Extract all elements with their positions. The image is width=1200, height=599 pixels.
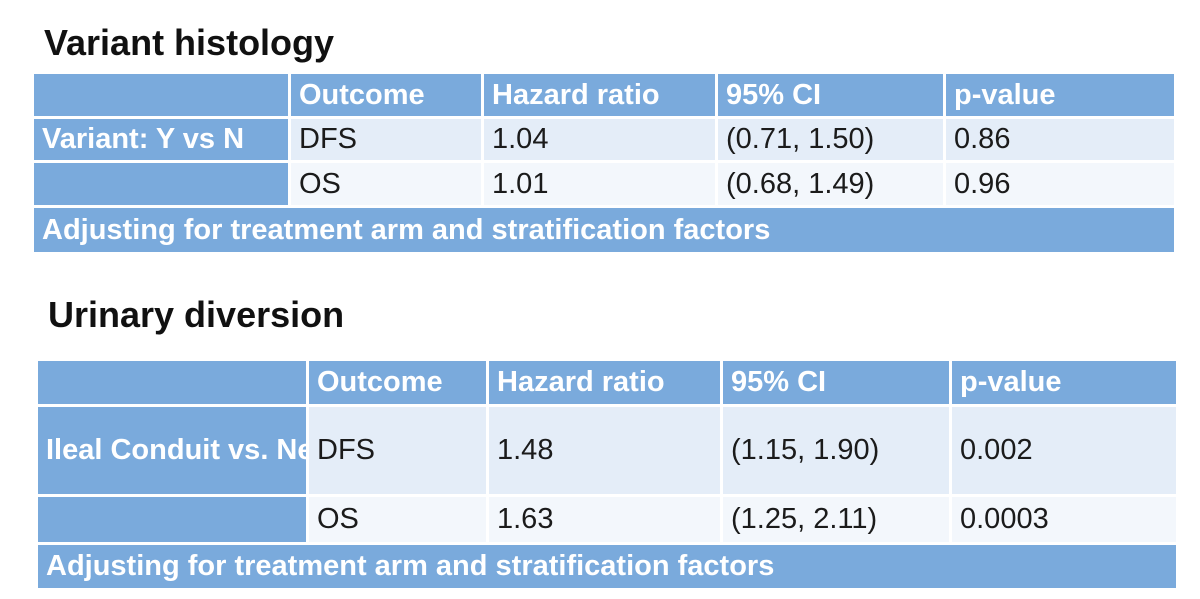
variant-histology-table: Outcome Hazard ratio 95% CI p-value Vari… <box>34 74 1174 252</box>
table-header-row: Outcome Hazard ratio 95% CI p-value <box>34 74 1174 119</box>
table-footer-row: Adjusting for treatment arm and stratifi… <box>38 545 1176 588</box>
p-value-cell: 0.96 <box>946 163 1174 208</box>
header-p-value: p-value <box>946 74 1174 119</box>
footer-note: Adjusting for treatment arm and stratifi… <box>34 208 1174 252</box>
section-title-urinary-diversion: Urinary diversion <box>48 294 345 335</box>
table-row: OS 1.63 (1.25, 2.11) 0.0003 <box>38 497 1176 545</box>
header-95-ci: 95% CI <box>718 74 946 119</box>
outcome-cell: DFS <box>309 407 489 497</box>
outcome-cell: DFS <box>291 119 484 163</box>
section-title-variant-histology: Variant histology <box>44 22 335 63</box>
group-label: Ileal Conduit vs. Neobladder <box>38 407 309 497</box>
group-label-empty <box>34 163 291 208</box>
ci-cell: (0.71, 1.50) <box>718 119 946 163</box>
table-row: OS 1.01 (0.68, 1.49) 0.96 <box>34 163 1174 208</box>
header-blank-cell <box>34 74 291 119</box>
hazard-ratio-cell: 1.48 <box>489 407 723 497</box>
table-row: Variant: Y vs N DFS 1.04 (0.71, 1.50) 0.… <box>34 119 1174 163</box>
table-row: Ileal Conduit vs. Neobladder DFS 1.48 (1… <box>38 407 1176 497</box>
outcome-cell: OS <box>291 163 484 208</box>
group-label: Variant: Y vs N <box>34 119 291 163</box>
p-value-cell: 0.86 <box>946 119 1174 163</box>
footer-note: Adjusting for treatment arm and stratifi… <box>38 545 1176 588</box>
urinary-diversion-table: Outcome Hazard ratio 95% CI p-value Ilea… <box>38 361 1176 588</box>
outcome-cell: OS <box>309 497 489 545</box>
ci-cell: (1.15, 1.90) <box>723 407 952 497</box>
table-header-row: Outcome Hazard ratio 95% CI p-value <box>38 361 1176 407</box>
header-p-value: p-value <box>952 361 1176 407</box>
header-95-ci: 95% CI <box>723 361 952 407</box>
p-value-cell: 0.002 <box>952 407 1176 497</box>
ci-cell: (1.25, 2.11) <box>723 497 952 545</box>
header-outcome: Outcome <box>291 74 484 119</box>
ci-cell: (0.68, 1.49) <box>718 163 946 208</box>
table-footer-row: Adjusting for treatment arm and stratifi… <box>34 208 1174 252</box>
hazard-ratio-cell: 1.04 <box>484 119 718 163</box>
header-hazard-ratio: Hazard ratio <box>489 361 723 407</box>
header-hazard-ratio: Hazard ratio <box>484 74 718 119</box>
hazard-ratio-cell: 1.63 <box>489 497 723 545</box>
header-blank-cell <box>38 361 309 407</box>
header-outcome: Outcome <box>309 361 489 407</box>
hazard-ratio-cell: 1.01 <box>484 163 718 208</box>
p-value-cell: 0.0003 <box>952 497 1176 545</box>
group-label-empty <box>38 497 309 545</box>
